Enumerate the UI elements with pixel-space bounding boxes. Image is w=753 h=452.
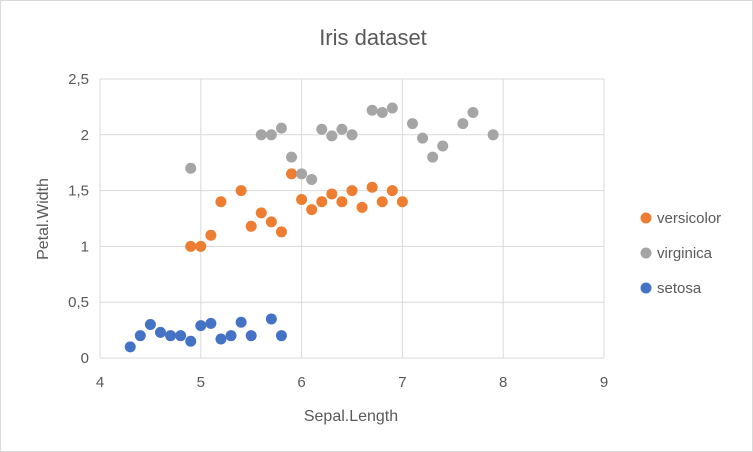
data-point-versicolor <box>296 194 308 206</box>
y-tick-label: 2 <box>81 127 89 144</box>
data-point-virginica <box>306 173 318 185</box>
data-point-virginica <box>185 162 197 174</box>
data-point-setosa <box>205 317 217 329</box>
data-point-virginica <box>346 129 358 141</box>
data-point-virginica <box>286 151 298 163</box>
data-point-versicolor <box>396 196 408 208</box>
data-point-virginica <box>275 122 287 134</box>
data-point-versicolor <box>366 181 378 193</box>
data-point-setosa <box>235 316 247 328</box>
data-point-versicolor <box>275 226 287 238</box>
chart-title: Iris dataset <box>319 25 427 50</box>
data-point-versicolor <box>235 185 247 197</box>
data-point-virginica <box>427 151 439 163</box>
data-point-virginica <box>336 123 348 135</box>
legend-marker-virginica <box>640 247 652 259</box>
data-point-versicolor <box>265 216 277 228</box>
data-point-setosa <box>124 341 136 353</box>
data-point-setosa <box>134 330 146 342</box>
data-point-virginica <box>457 118 469 130</box>
grid-lines <box>99 78 605 359</box>
data-point-versicolor <box>245 220 257 232</box>
data-point-setosa <box>265 313 277 325</box>
data-point-setosa <box>225 330 237 342</box>
legend-label-versicolor: versicolor <box>657 210 721 227</box>
data-point-virginica <box>326 130 338 142</box>
data-point-virginica <box>487 129 499 141</box>
x-axis-label: Sepal.Length <box>304 408 398 425</box>
data-point-setosa <box>185 335 197 347</box>
data-point-versicolor <box>356 201 368 213</box>
y-tick-label: 2,5 <box>68 71 89 88</box>
data-point-virginica <box>265 129 277 141</box>
data-point-versicolor <box>316 196 328 208</box>
data-point-virginica <box>296 168 308 180</box>
y-tick-label: 0,5 <box>68 294 89 311</box>
data-point-versicolor <box>255 207 267 219</box>
data-point-setosa <box>165 330 177 342</box>
data-point-versicolor <box>376 196 388 208</box>
data-point-virginica <box>437 140 449 152</box>
data-point-setosa <box>245 330 257 342</box>
data-point-versicolor <box>306 204 318 216</box>
data-point-versicolor <box>346 185 358 197</box>
y-tick-label: 0 <box>81 350 89 367</box>
x-tick-label: 5 <box>197 374 205 391</box>
data-point-virginica <box>376 106 388 118</box>
legend-marker-versicolor <box>640 212 652 224</box>
data-point-versicolor <box>286 168 298 180</box>
data-point-setosa <box>144 319 156 331</box>
y-axis-label: Petal.Width <box>35 178 52 260</box>
x-tick-label: 4 <box>96 374 104 391</box>
data-point-versicolor <box>336 196 348 208</box>
data-point-virginica <box>417 132 429 144</box>
data-point-versicolor <box>195 240 207 252</box>
data-point-setosa <box>275 330 287 342</box>
data-point-virginica <box>467 106 479 118</box>
y-tick-label: 1 <box>81 238 89 255</box>
data-point-versicolor <box>215 196 227 208</box>
data-points <box>124 102 499 353</box>
data-point-versicolor <box>326 188 338 200</box>
data-point-versicolor <box>205 229 217 241</box>
data-point-virginica <box>316 123 328 135</box>
x-tick-label: 8 <box>499 374 507 391</box>
x-tick-label: 7 <box>398 374 406 391</box>
legend-label-virginica: virginica <box>657 245 713 262</box>
data-point-virginica <box>366 104 378 116</box>
data-point-versicolor <box>386 185 398 197</box>
data-point-versicolor <box>185 240 197 252</box>
data-point-setosa <box>154 326 166 338</box>
data-point-setosa <box>195 320 207 332</box>
data-point-virginica <box>255 129 267 141</box>
x-tick-label: 6 <box>297 374 305 391</box>
data-point-virginica <box>386 102 398 114</box>
legend: versicolor virginica setosa <box>640 210 721 297</box>
x-tick-label: 9 <box>600 374 608 391</box>
axis-ticks: 0 0,5 1 1,5 2 2,5 4 5 6 7 8 9 <box>68 71 608 391</box>
y-tick-label: 1,5 <box>68 183 89 200</box>
data-point-virginica <box>406 118 418 130</box>
legend-marker-setosa <box>640 282 652 294</box>
data-point-setosa <box>215 333 227 345</box>
legend-label-setosa: setosa <box>657 280 702 297</box>
data-point-setosa <box>175 330 187 342</box>
